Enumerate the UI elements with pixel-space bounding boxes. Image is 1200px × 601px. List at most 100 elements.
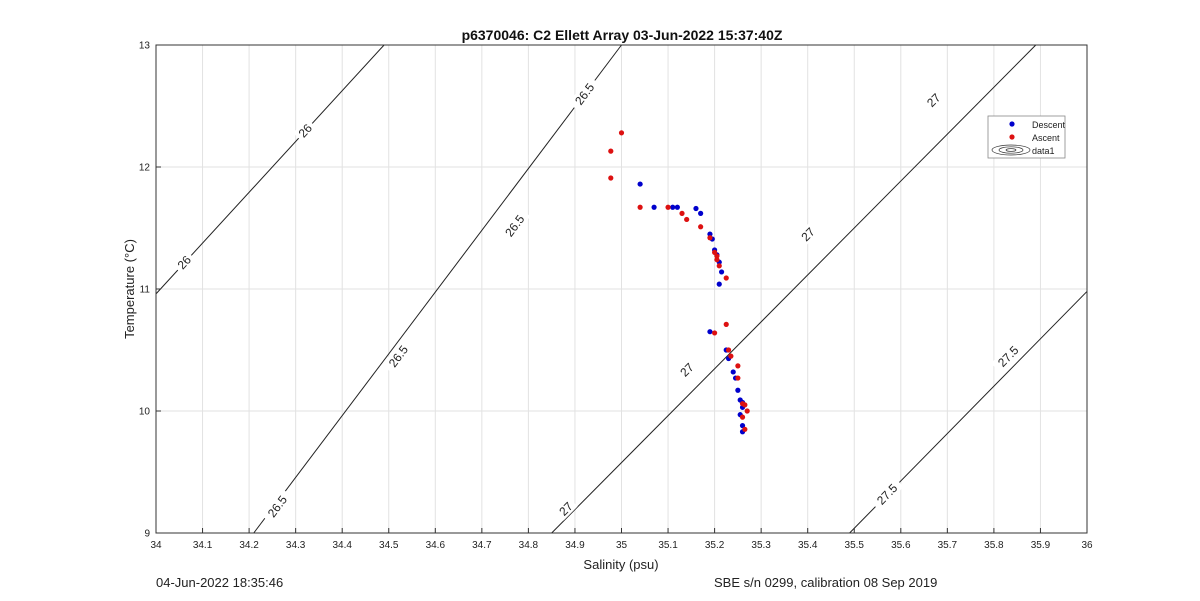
legend-descent-marker: [1009, 121, 1015, 127]
ascent-point: [714, 257, 720, 263]
contour-label-bg: [261, 488, 293, 524]
x-tick-label: 34.7: [472, 540, 492, 551]
y-tick-label: 10: [139, 407, 151, 418]
descent-point: [674, 204, 680, 210]
footer-timestamp: 04-Jun-2022 18:35:46: [156, 575, 284, 590]
x-axis-label: Salinity (psu): [583, 557, 658, 572]
x-tick-label: 35.2: [705, 540, 725, 551]
ascent-point: [723, 321, 729, 327]
x-tick-label: 35.3: [751, 540, 771, 551]
contour-label-bg: [172, 250, 196, 275]
contour-label-group: 27: [795, 222, 820, 247]
x-tick-label: 34.4: [332, 540, 352, 551]
ascent-point: [618, 130, 625, 136]
contour-label-bg: [498, 207, 531, 244]
descent-point: [718, 269, 725, 275]
contour-label-bg: [553, 496, 578, 521]
x-tick-label: 36: [1081, 540, 1093, 551]
ascent-point: [725, 347, 732, 353]
contour-label-bg: [674, 357, 699, 382]
legend-ascent-label: Ascent: [1032, 133, 1060, 143]
contour-label-bg: [293, 118, 317, 143]
descent-point: [693, 205, 699, 212]
ascent-point: [707, 235, 713, 241]
y-axis-label: Temperature (°C): [122, 239, 137, 339]
x-axis-ticks: 34 34.1 34.2 34.3 34.4 34.5 34.6 34.7 34.8 34.9 35…: [150, 528, 1093, 551]
contour-label-group: 27.5: [990, 339, 1025, 374]
x-tick-label: 34.9: [565, 540, 585, 551]
x-tick-label: 35.1: [658, 540, 678, 551]
ascent-point: [637, 204, 643, 210]
x-tick-label: 35.6: [891, 540, 911, 551]
x-tick-label: 34.6: [426, 540, 446, 551]
ascent-point: [665, 204, 671, 210]
ascent-point: [698, 224, 704, 230]
ascent-point: [608, 148, 614, 154]
contour-label-group: 26: [172, 250, 196, 275]
legend-data1-label: data1: [1032, 146, 1055, 156]
descent-point: [651, 204, 657, 210]
contour-label-bg: [382, 338, 414, 374]
descent-point: [698, 210, 704, 216]
contour-label-group: 26.5: [498, 207, 531, 244]
legend-descent-label: Descent: [1032, 120, 1066, 130]
footer-calibration: SBE s/n 0299, calibration 08 Sep 2019: [714, 575, 938, 590]
legend: Descent Ascent data1: [987, 115, 1066, 159]
contour-label-group: 27: [674, 357, 699, 382]
x-tick-label: 35.8: [984, 540, 1004, 551]
ascent-point: [608, 175, 614, 181]
x-tick-label: 34.2: [239, 540, 259, 551]
descent-point: [730, 369, 736, 375]
x-tick-label: 35: [616, 540, 628, 551]
y-tick-label: 9: [144, 529, 150, 540]
ascent-point: [728, 353, 734, 359]
descent-point: [670, 204, 676, 210]
ascent-point: [744, 408, 750, 414]
contour-label-bg: [869, 476, 904, 511]
x-tick-label: 35.9: [1031, 540, 1051, 551]
contour-line-26: [155, 44, 385, 295]
contour-label-group: 26: [293, 118, 317, 143]
ascent-point: [712, 330, 718, 336]
ascent-point: [742, 426, 748, 432]
descent-point: [637, 181, 643, 187]
x-tick-label: 34.5: [379, 540, 399, 551]
data-points: [608, 130, 750, 435]
contour-label-bg: [921, 87, 946, 112]
contour-label-group: 27: [553, 496, 578, 521]
contour-label-bg: [990, 339, 1025, 374]
ascent-point: [742, 402, 748, 408]
contour-label-group: 27: [921, 87, 946, 112]
ascent-point: [739, 414, 746, 420]
contour-label-group: 26.5: [261, 488, 293, 524]
descent-point: [716, 281, 722, 287]
ascent-point: [714, 253, 720, 259]
y-axis-ticks: 9 10 11 12 13: [139, 41, 161, 540]
ascent-point: [735, 363, 741, 369]
ascent-point: [716, 263, 722, 269]
x-tick-label: 34.1: [193, 540, 213, 551]
ascent-point: [684, 216, 690, 223]
y-tick-label: 12: [139, 163, 151, 174]
x-tick-label: 35.7: [938, 540, 958, 551]
ascent-point: [679, 210, 685, 216]
descent-point: [707, 329, 713, 335]
descent-point: [735, 387, 741, 393]
contour-label-group: 26.5: [568, 76, 601, 112]
x-tick-label: 34.3: [286, 540, 306, 551]
legend-ascent-marker: [1009, 134, 1015, 140]
contour-label-bg: [568, 76, 601, 112]
ascent-point: [723, 275, 729, 281]
chart-title: p6370046: C2 Ellett Array 03-Jun-2022 15…: [462, 27, 783, 43]
legend-box: [987, 115, 1066, 159]
contour-line-26.5: [253, 44, 622, 534]
x-tick-label: 35.5: [845, 540, 865, 551]
y-tick-label: 11: [140, 285, 151, 296]
descent-point: [707, 231, 713, 237]
contour-label-bg: [795, 222, 820, 247]
contour-label-group: 27.5: [869, 476, 904, 511]
ascent-point: [735, 375, 741, 381]
legend-contour-icon: [991, 144, 1031, 156]
